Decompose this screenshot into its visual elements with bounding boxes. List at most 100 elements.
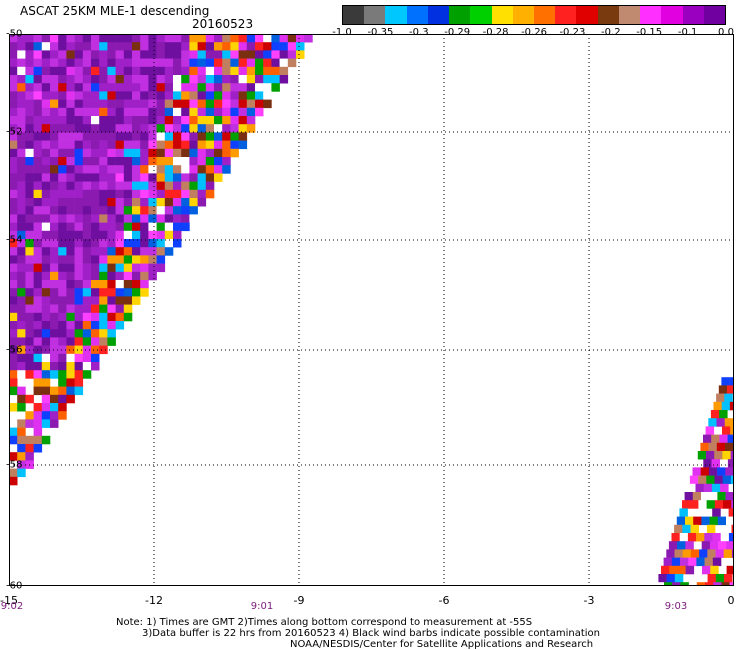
wind-cell [82, 206, 92, 215]
wind-cell [17, 181, 26, 191]
wind-cell [66, 181, 75, 191]
wind-cell [66, 247, 75, 256]
wind-cell [50, 255, 59, 264]
wind-cell [222, 58, 231, 68]
wind-cell [296, 34, 305, 43]
wind-cell [9, 271, 18, 281]
wind-cell [718, 385, 728, 394]
wind-cell [690, 549, 700, 558]
wind-cell [17, 394, 26, 404]
wind-cell [82, 42, 92, 51]
wind-cell [25, 452, 34, 461]
wind-cell [725, 442, 734, 452]
wind-cell [148, 239, 157, 248]
wind-cell [115, 280, 125, 289]
wind-cell [692, 467, 701, 476]
wind-cell [50, 140, 59, 150]
wind-cell [181, 124, 190, 133]
wind-cell [107, 329, 116, 338]
wind-cell [82, 230, 92, 240]
wind-cell [132, 42, 141, 51]
wind-cell [703, 459, 712, 468]
wind-cell [41, 99, 51, 109]
wind-cell [156, 34, 166, 43]
wind-cell [263, 42, 272, 51]
wind-cell [17, 124, 26, 133]
wind-cell [50, 247, 59, 256]
wind-cell [712, 557, 722, 567]
wind-cell [82, 66, 92, 76]
wind-cell [222, 116, 231, 125]
wind-cell [230, 66, 239, 76]
wind-cell [727, 459, 734, 468]
wind-cell [91, 157, 100, 166]
wind-cell [132, 189, 141, 199]
wind-cell [66, 280, 75, 289]
wind-cell [173, 173, 182, 182]
wind-cell [41, 34, 51, 43]
wind-cell [140, 165, 149, 174]
wind-cell [107, 116, 116, 125]
wind-cell [706, 500, 716, 509]
wind-cell [148, 107, 157, 117]
wind-cell [115, 321, 125, 330]
wind-cell [25, 296, 34, 305]
wind-cell [156, 255, 166, 264]
wind-cell [222, 124, 231, 133]
wind-cell [99, 34, 108, 43]
wind-cell [33, 157, 43, 166]
wind-cell [156, 206, 166, 215]
wind-cell [50, 288, 59, 297]
wind-cell [173, 66, 182, 76]
wind-cell [696, 533, 705, 542]
wind-cell [66, 148, 75, 158]
wind-cell [703, 483, 713, 493]
wind-cell [58, 58, 67, 68]
wind-cell [711, 483, 721, 493]
wind-cell [222, 165, 231, 174]
wind-cell [66, 42, 75, 51]
wind-cell [173, 181, 182, 191]
wind-cell [115, 271, 125, 281]
wind-cell [17, 255, 26, 264]
wind-cell [74, 83, 84, 92]
wind-cell [715, 574, 725, 583]
wind-cell [99, 66, 108, 76]
wind-cell [33, 247, 43, 256]
wind-cell [701, 492, 710, 501]
wind-cell [279, 58, 289, 68]
wind-cell [66, 107, 75, 117]
wind-cell [91, 206, 100, 215]
wind-cell [25, 206, 34, 215]
wind-cell [123, 83, 133, 92]
wind-cell [17, 165, 26, 174]
wind-cell [58, 42, 67, 51]
wind-cell [50, 107, 59, 117]
wind-cell [132, 75, 141, 84]
wind-cell [279, 50, 289, 59]
wind-cell [725, 492, 734, 501]
wind-cell [17, 353, 26, 363]
wind-cell [25, 337, 34, 346]
wind-cell [107, 206, 116, 215]
wind-cell [710, 565, 719, 575]
wind-cell [91, 288, 100, 297]
wind-cell [716, 393, 725, 403]
wind-cell [9, 403, 18, 412]
wind-cell [140, 140, 149, 150]
wind-cell [230, 140, 239, 150]
wind-cell [50, 370, 59, 379]
wind-cell [674, 549, 683, 558]
wind-cell [164, 34, 174, 43]
wind-cell [148, 83, 157, 92]
wind-cell [33, 99, 43, 109]
wind-cell [214, 165, 223, 174]
map-date: 20160523 [192, 17, 254, 31]
wind-cell [255, 34, 264, 43]
wind-cell [99, 329, 108, 338]
wind-cell [66, 173, 75, 182]
wind-cell [296, 50, 305, 59]
wind-cell [33, 50, 43, 59]
wind-cell [74, 50, 84, 59]
wind-cell [50, 148, 59, 158]
